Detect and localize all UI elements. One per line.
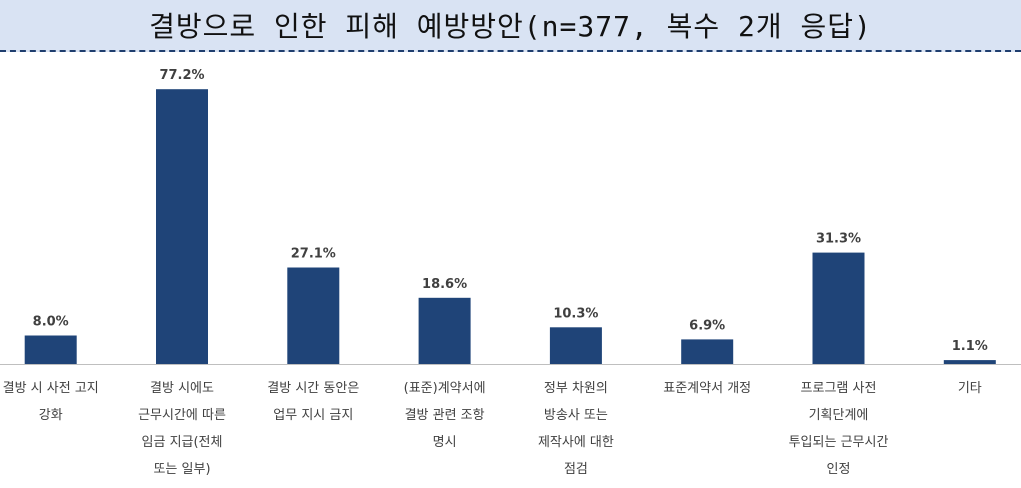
data-label-4: 10.3%: [553, 306, 598, 321]
chart-title-banner: 결방으로 인한 피해 예방방안(n=377, 복수 2개 응답): [0, 0, 1021, 52]
bar-2: [287, 267, 340, 364]
bar-1: [156, 89, 208, 364]
category-label-3-line-2: 명시: [433, 435, 457, 450]
data-label-1: 77.2%: [159, 68, 204, 83]
category-label-1-line-1: 근무시간에 따른: [138, 408, 226, 423]
category-label-6-line-0: 프로그램 사전: [801, 381, 877, 396]
category-label-7-line-0: 기타: [958, 381, 982, 396]
category-label-4-line-1: 방송사 또는: [544, 408, 608, 423]
category-label-1-line-0: 결방 시에도: [150, 381, 214, 396]
category-label-0-line-0: 결방 시 사전 고지: [3, 381, 99, 396]
bar-6: [812, 252, 865, 364]
category-label-2-line-1: 업무 지시 금지: [273, 408, 353, 423]
data-label-7: 1.1%: [952, 339, 988, 354]
bar-7: [943, 360, 996, 364]
category-label-2-line-0: 결방 시간 동안은: [267, 381, 359, 396]
chart-title: 결방으로 인한 피해 예방방안(n=377, 복수 2개 응답): [149, 10, 872, 43]
data-label-0: 8.0%: [33, 315, 69, 330]
data-label-2: 27.1%: [291, 247, 336, 262]
category-label-0-line-1: 강화: [39, 408, 63, 423]
bar-0: [24, 335, 77, 364]
category-label-4-line-2: 제작사에 대한: [538, 435, 614, 450]
category-label-3-line-1: 결방 관련 조항: [405, 408, 485, 423]
category-label-6-line-3: 인정: [827, 462, 851, 477]
category-label-6-line-1: 기획단계에: [809, 408, 869, 423]
category-label-1-line-3: 또는 일부): [153, 462, 210, 477]
bar-4: [549, 327, 602, 364]
category-label-6-line-2: 투입되는 근무시간: [789, 435, 889, 450]
category-label-4-line-3: 점검: [564, 462, 588, 477]
data-label-6: 31.3%: [816, 232, 861, 247]
category-label-1-line-2: 임금 지급(전체: [142, 435, 223, 450]
category-label-3-line-0: (표준)계약서에: [404, 381, 486, 396]
category-label-5-line-0: 표준계약서 개정: [663, 381, 751, 396]
data-label-3: 18.6%: [422, 277, 467, 292]
bar-3: [418, 297, 471, 364]
category-label-4-line-0: 정부 차원의: [544, 381, 608, 396]
data-label-5: 6.9%: [689, 318, 725, 333]
bar-5: [681, 339, 734, 364]
